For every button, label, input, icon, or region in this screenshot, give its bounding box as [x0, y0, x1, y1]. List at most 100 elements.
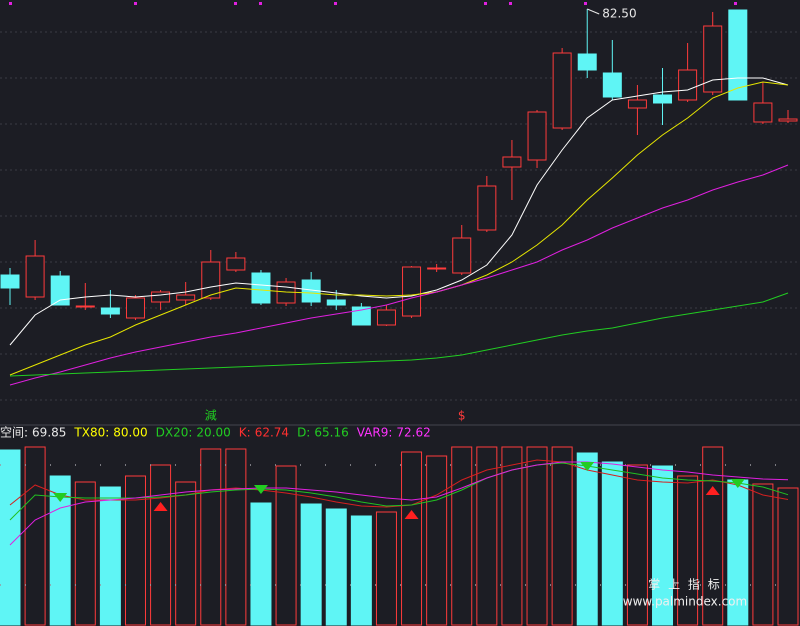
candle-body: [678, 69, 698, 101]
indicator-bar: [551, 446, 573, 626]
annotation: 減: [205, 408, 217, 423]
readout-value: 72.62: [396, 426, 430, 440]
indicator-bar: [300, 503, 322, 626]
candle-body: [552, 52, 572, 129]
ma-line: [9, 164, 789, 386]
candle-body: [402, 266, 422, 317]
candle-body: [753, 102, 773, 123]
readout-value: 69.85: [32, 426, 66, 440]
annotation: $: [458, 409, 466, 423]
candle-body: [427, 267, 447, 270]
indicator-bar: [576, 452, 598, 626]
candle-body: [125, 297, 145, 319]
candle-body: [151, 291, 171, 303]
indicator-bar: [526, 446, 548, 626]
indicator-bar: [150, 464, 172, 626]
readout-name: TX80:: [73, 426, 109, 440]
candle-body: [376, 309, 396, 326]
watermark-url: www.palmindex.com: [623, 595, 747, 609]
candle-body: [527, 111, 547, 161]
candle-body: [25, 255, 45, 298]
indicator-bar: [250, 502, 272, 626]
candle-body: [653, 94, 673, 104]
dot: [134, 2, 137, 5]
indicator-bar: [777, 487, 799, 626]
indicator-bar: [426, 455, 448, 626]
candle-body: [502, 156, 522, 168]
sell-signal: [730, 479, 745, 488]
candle-body: [251, 272, 271, 304]
top-dots: [9, 2, 737, 5]
candle-body: [351, 306, 371, 326]
indicator-bar: [49, 475, 71, 626]
candle-body: [326, 299, 346, 306]
indicator-bar: [175, 481, 197, 626]
dot: [334, 2, 337, 5]
candle-body: [703, 25, 723, 93]
candle-body: [75, 305, 95, 308]
dot: [259, 2, 262, 5]
indicator-bar: [275, 465, 297, 626]
dot: [584, 2, 587, 5]
sell-signal: [253, 485, 268, 494]
buy-signal: [404, 510, 419, 519]
indicator-line: [9, 461, 789, 546]
candle-body: [477, 185, 497, 231]
readout-value: 65.16: [314, 426, 348, 440]
indicator-bar: [752, 483, 774, 626]
dot: [9, 2, 12, 5]
ma-line: [9, 77, 789, 346]
buy-signal: [705, 486, 720, 495]
candle-body: [50, 275, 70, 306]
readout-value: 80.00: [113, 426, 147, 440]
candle-body: [226, 257, 246, 271]
watermark-title: 掌 上 指 标: [648, 577, 721, 592]
indicator-bar: [99, 486, 121, 626]
indicator-bar: [501, 446, 523, 626]
price-label: 82.50: [602, 7, 636, 21]
indicator-bar: [601, 461, 623, 626]
readout-name: D:: [297, 426, 310, 440]
candle-body: [176, 294, 196, 301]
readout-value: 62.74: [255, 426, 289, 440]
sell-signal: [53, 493, 68, 502]
indicator-bar: [476, 446, 498, 626]
indicator-bar: [0, 449, 21, 626]
readout-name: 空间:: [0, 426, 28, 440]
dot: [509, 2, 512, 5]
candle-body: [201, 261, 221, 299]
ma-line: [9, 292, 789, 377]
candle-body: [602, 72, 622, 98]
dot: [234, 2, 237, 5]
sell-signal: [580, 462, 595, 471]
indicator-bar: [350, 515, 372, 626]
indicator-bar: [124, 475, 146, 626]
indicator-bar: [200, 448, 222, 626]
candle-body: [627, 99, 647, 109]
candle-body: [778, 118, 798, 122]
indicator-bar: [24, 446, 46, 626]
candle-body: [100, 307, 120, 315]
dot: [484, 2, 487, 5]
indicator-bar: [451, 446, 473, 626]
indicator-bar: [225, 448, 247, 626]
indicator-bar: [626, 464, 648, 626]
indicator-bar: [375, 511, 397, 626]
buy-signal: [153, 502, 168, 511]
readout-name: K:: [239, 426, 251, 440]
ma-line: [9, 81, 789, 376]
candle-body: [452, 237, 472, 274]
candle-body: [577, 53, 597, 71]
readout-name: DX20:: [156, 426, 193, 440]
price-label-pointer: [587, 8, 600, 15]
indicator-bar: [325, 508, 347, 626]
readout-name: VAR9:: [357, 426, 393, 440]
dot: [734, 2, 737, 5]
readout-value: 20.00: [196, 426, 230, 440]
indicator-bar: [652, 465, 674, 626]
indicator-bar: [74, 481, 96, 626]
indicator-bar: [702, 446, 724, 626]
grid: [0, 31, 800, 426]
